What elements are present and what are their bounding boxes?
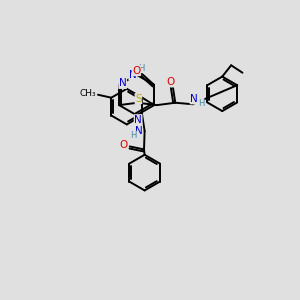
Text: N: N <box>119 78 127 88</box>
Text: H: H <box>138 64 144 73</box>
Text: H: H <box>130 131 136 140</box>
Text: O: O <box>132 66 140 76</box>
Text: CH₃: CH₃ <box>80 89 97 98</box>
Text: N: N <box>134 115 142 125</box>
Text: N: N <box>190 94 198 104</box>
Text: H: H <box>198 98 204 107</box>
Text: S: S <box>135 94 142 103</box>
Text: N: N <box>135 126 142 136</box>
Text: O: O <box>167 77 175 87</box>
Text: O: O <box>120 140 128 150</box>
Text: N: N <box>129 70 136 80</box>
